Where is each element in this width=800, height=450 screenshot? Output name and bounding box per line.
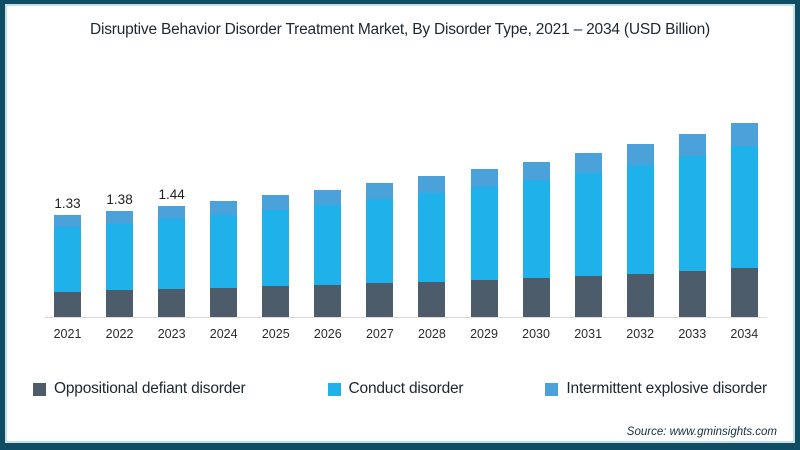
bar-segment-conduct-disorder bbox=[366, 199, 394, 283]
bar-value-label: 1.44 bbox=[158, 186, 185, 202]
bar-column-2021: 1.33 2021 bbox=[54, 87, 82, 341]
legend-label: Conduct disorder bbox=[348, 380, 464, 397]
bar-column-2024: 2024 bbox=[210, 87, 238, 341]
bar-segment-oppositional-defiant-disorder bbox=[314, 285, 342, 317]
bar-segment-conduct-disorder bbox=[418, 193, 446, 282]
bar-value-label: 1.33 bbox=[54, 195, 81, 211]
bar-segment-conduct-disorder bbox=[730, 146, 758, 268]
legend-item-conduct-disorder: Conduct disorder bbox=[327, 380, 464, 398]
x-axis-label: 2024 bbox=[209, 327, 238, 341]
bar-segment-intermittent-explosive-disorder bbox=[314, 190, 342, 205]
bar-segment-oppositional-defiant-disorder bbox=[730, 268, 758, 317]
x-axis-label: 2034 bbox=[730, 327, 759, 341]
bar-segment-conduct-disorder bbox=[158, 219, 186, 289]
bar-segment-oppositional-defiant-disorder bbox=[158, 289, 186, 317]
x-axis-label: 2033 bbox=[678, 327, 707, 341]
bar-segment-intermittent-explosive-disorder bbox=[678, 134, 706, 156]
x-axis-label: 2021 bbox=[53, 327, 82, 341]
legend-label: Oppositional defiant disorder bbox=[54, 380, 246, 397]
x-axis-label: 2025 bbox=[261, 327, 290, 341]
x-axis-label: 2027 bbox=[365, 327, 394, 341]
bar-segment-oppositional-defiant-disorder bbox=[574, 276, 602, 317]
bar-value-label: 1.38 bbox=[106, 191, 133, 207]
bar-column-2028: 2028 bbox=[418, 87, 446, 341]
bar-segment-intermittent-explosive-disorder bbox=[626, 144, 654, 165]
legend-item-intermittent-explosive-disorder: Intermittent explosive disorder bbox=[545, 380, 767, 398]
bar-segment-oppositional-defiant-disorder bbox=[418, 282, 446, 317]
bar-segment-conduct-disorder bbox=[678, 156, 706, 271]
bar-segment-intermittent-explosive-disorder bbox=[54, 215, 81, 227]
bar-column-2025: 2025 bbox=[262, 87, 290, 341]
bar-segment-intermittent-explosive-disorder bbox=[262, 195, 290, 210]
x-axis-label: 2029 bbox=[470, 327, 498, 341]
bar-column-2034: 2034 bbox=[730, 87, 758, 341]
bar-segment-conduct-disorder bbox=[626, 165, 654, 274]
bar-column-2022: 1.38 2022 bbox=[106, 87, 134, 341]
bar-segment-intermittent-explosive-disorder bbox=[418, 176, 446, 193]
bar-segment-intermittent-explosive-disorder bbox=[366, 183, 394, 199]
bar-segment-conduct-disorder bbox=[210, 215, 238, 288]
bar-segment-oppositional-defiant-disorder bbox=[522, 278, 550, 317]
x-axis-label: 2030 bbox=[522, 327, 550, 341]
bar-segment-intermittent-explosive-disorder bbox=[730, 123, 758, 146]
bar-segment-conduct-disorder bbox=[314, 205, 342, 285]
bar-column-2030: 2030 bbox=[522, 87, 550, 341]
x-axis-label: 2028 bbox=[418, 327, 446, 341]
bar-segment-conduct-disorder bbox=[522, 180, 550, 278]
chart-canvas: Disruptive Behavior Disorder Treatment M… bbox=[5, 4, 795, 443]
bar-segment-conduct-disorder bbox=[574, 173, 602, 276]
bar-segment-oppositional-defiant-disorder bbox=[678, 271, 706, 317]
legend-label: Intermittent explosive disorder bbox=[566, 380, 767, 397]
legend-swatch-icon bbox=[545, 382, 559, 396]
bar-column-2032: 2032 bbox=[626, 87, 654, 341]
bar-segment-oppositional-defiant-disorder bbox=[262, 286, 290, 317]
bar-segment-conduct-disorder bbox=[54, 227, 81, 292]
legend: Oppositional defiant disorder Conduct dis… bbox=[7, 380, 793, 398]
legend-swatch-icon bbox=[33, 382, 46, 396]
bar-column-2029: 2029 bbox=[470, 87, 498, 341]
bar-column-2027: 2027 bbox=[366, 87, 394, 341]
bar-segment-intermittent-explosive-disorder bbox=[522, 162, 550, 180]
x-axis-label: 2022 bbox=[105, 327, 134, 341]
bar-column-2026: 2026 bbox=[314, 87, 342, 341]
bar-segment-oppositional-defiant-disorder bbox=[106, 290, 134, 317]
legend-item-oppositional-defiant-disorder: Oppositional defiant disorder bbox=[33, 380, 246, 398]
bar-column-2023: 1.44 2023 bbox=[158, 87, 186, 341]
plot-area: 1.33 2021 1.38 2022 1.44 2023 2024 2025 2026 2027… bbox=[45, 87, 767, 341]
legend-swatch-icon bbox=[327, 382, 341, 396]
bar-segment-intermittent-explosive-disorder bbox=[574, 153, 602, 173]
bar-segment-oppositional-defiant-disorder bbox=[54, 292, 81, 317]
bar-segment-oppositional-defiant-disorder bbox=[210, 288, 238, 317]
bar-segment-intermittent-explosive-disorder bbox=[470, 169, 498, 187]
bar-segment-conduct-disorder bbox=[470, 187, 498, 280]
x-axis-label: 2023 bbox=[157, 327, 186, 341]
x-axis-label: 2026 bbox=[313, 327, 342, 341]
bar-segment-oppositional-defiant-disorder bbox=[626, 274, 654, 317]
bar-column-2033: 2033 bbox=[678, 87, 706, 341]
bar-column-2031: 2031 bbox=[574, 87, 602, 341]
bar-segment-conduct-disorder bbox=[262, 210, 290, 286]
bar-segment-oppositional-defiant-disorder bbox=[366, 283, 394, 317]
x-axis-label: 2032 bbox=[626, 327, 655, 341]
bar-segment-intermittent-explosive-disorder bbox=[210, 201, 238, 215]
bar-segment-oppositional-defiant-disorder bbox=[470, 280, 498, 317]
bar-segment-intermittent-explosive-disorder bbox=[106, 211, 134, 224]
bars-container: 1.33 2021 1.38 2022 1.44 2023 2024 2025 2026 2027… bbox=[45, 87, 767, 341]
x-axis-label: 2031 bbox=[574, 327, 603, 341]
chart-title: Disruptive Behavior Disorder Treatment M… bbox=[89, 21, 711, 38]
bar-segment-intermittent-explosive-disorder bbox=[158, 206, 186, 219]
source-attribution: Source: www.gminsights.com bbox=[626, 426, 777, 438]
bar-segment-conduct-disorder bbox=[106, 224, 134, 290]
